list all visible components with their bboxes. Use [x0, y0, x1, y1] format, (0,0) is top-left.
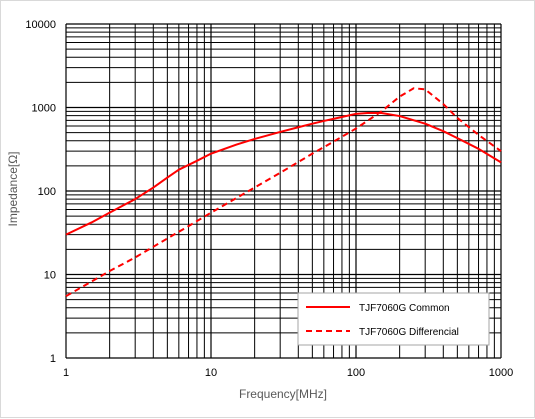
- legend-box: [297, 292, 490, 346]
- x-tick-label: 100: [347, 367, 365, 379]
- legend-label-differencial: TJF7060G Differencial: [359, 327, 459, 338]
- x-tick-label: 10: [205, 367, 217, 379]
- y-axis-title: Impedance[Ω]: [6, 151, 20, 226]
- x-axis-title: Frequency[MHz]: [239, 387, 327, 401]
- y-tick-label: 10: [44, 270, 56, 282]
- series-line-differencial: [65, 87, 502, 298]
- y-tick-label: 1000: [32, 103, 56, 115]
- x-tick-label: 1: [63, 367, 69, 379]
- y-tick-label: 10000: [25, 19, 56, 31]
- y-tick-label: 1: [50, 353, 56, 365]
- tick-labels: 1 10 100 1000 1 10 100 1000 10000: [25, 19, 513, 379]
- series-line-common: [65, 111, 502, 236]
- legend-label-common: TJF7060G Common: [359, 303, 450, 314]
- series-group: [65, 87, 502, 298]
- legend: TJF7060G Common TJF7060G Differencial: [297, 292, 490, 346]
- y-tick-label: 100: [38, 186, 56, 198]
- x-tick-label: 1000: [489, 367, 513, 379]
